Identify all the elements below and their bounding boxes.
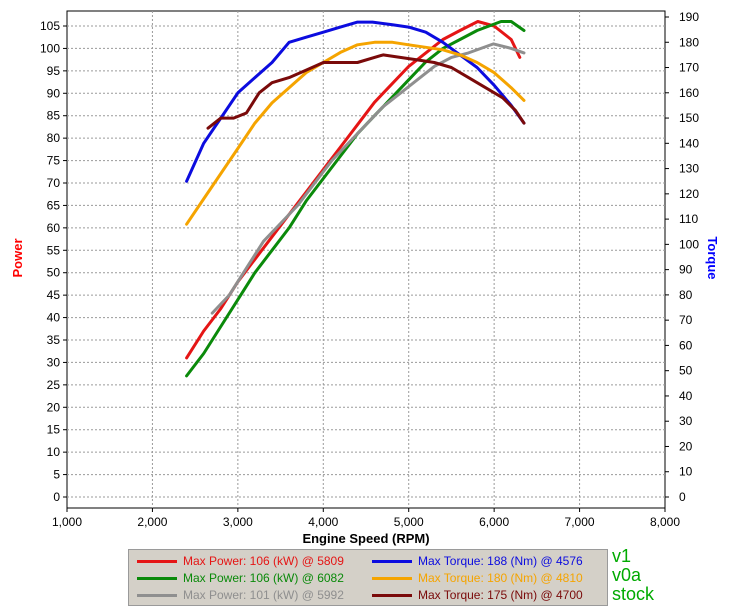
legend-swatch [372, 593, 412, 597]
y-left-tick-label: 20 [47, 400, 61, 414]
y-right-tick-label: 80 [679, 288, 693, 302]
grid-lines [67, 11, 665, 508]
x-tick-label: 8,000 [650, 515, 680, 529]
legend-swatch [372, 559, 412, 563]
legend-swatch [137, 576, 177, 580]
y-right-tick-label: 130 [679, 162, 699, 176]
series-line-5 [206, 53, 526, 130]
series-line-3 [185, 20, 526, 183]
series-lines [185, 20, 526, 378]
x-tick-label: 7,000 [565, 515, 595, 529]
y-right-tick-label: 160 [679, 86, 699, 100]
y-left-tick-label: 30 [47, 355, 61, 369]
y-left-tick-label: 95 [47, 64, 61, 78]
legend-label: Max Power: 101 (kW) @ 5992 [183, 588, 344, 602]
run-label-v0a: v0a [612, 565, 642, 585]
series-line-2 [210, 42, 526, 315]
x-axis-title: Engine Speed (RPM) [302, 531, 429, 546]
x-tick-label: 4,000 [308, 515, 338, 529]
x-tick-label: 1,000 [52, 515, 82, 529]
y-right-tick-label: 100 [679, 237, 699, 251]
y-left-tick-label: 55 [47, 243, 61, 257]
y-left-tick-label: 35 [47, 333, 61, 347]
y-right-tick-label: 150 [679, 111, 699, 125]
x-tick-label: 3,000 [223, 515, 253, 529]
run-label-v1: v1 [612, 546, 632, 566]
y-left-tick-label: 45 [47, 288, 61, 302]
plot-area [66, 10, 666, 509]
y-left-tick-label: 65 [47, 198, 61, 212]
dyno-chart: 1,000 2,000 3,000 4,000 5,000 6,000 7,000 8,000… [10, 10, 720, 546]
y-left-tick-label: 75 [47, 154, 61, 168]
x-tick-label: 2,000 [137, 515, 167, 529]
y-right-tick-label: 10 [679, 465, 693, 479]
run-label-stock: stock [612, 584, 655, 604]
y-axis-left-ticks: 0 5 10 15 20 25 30 35 40 45 50 55 60 65 70 75 80 85 90 95 10… [40, 19, 67, 504]
y-left-tick-label: 10 [47, 445, 61, 459]
y-axis-right-ticks: 0 10 20 30 40 50 60 70 80 90 100 110 120 130 140 150 160… [665, 10, 699, 504]
y-right-tick-label: 0 [679, 490, 686, 504]
y-right-tick-label: 170 [679, 61, 699, 75]
legend-item-power-stock: Max Power: 101 (kW) @ 5992 [137, 586, 344, 604]
y-right-tick-label: 50 [679, 364, 693, 378]
legend-label: Max Power: 106 (kW) @ 6082 [183, 571, 344, 585]
y-right-tick-label: 190 [679, 10, 699, 24]
y-left-tick-label: 105 [40, 19, 60, 33]
legend-swatch [137, 559, 177, 563]
y-left-tick-label: 100 [40, 41, 60, 55]
y-left-tick-label: 50 [47, 266, 61, 280]
y-left-tick-label: 70 [47, 176, 61, 190]
legend-label: Max Power: 106 (kW) @ 5809 [183, 554, 344, 568]
y-left-tick-label: 85 [47, 109, 61, 123]
y-left-tick-label: 40 [47, 311, 61, 325]
y-right-tick-label: 180 [679, 35, 699, 49]
y-axis-right-title: Torque [705, 236, 720, 279]
y-left-tick-label: 90 [47, 86, 61, 100]
legend-label: Max Torque: 175 (Nm) @ 4700 [418, 588, 583, 602]
y-right-tick-label: 20 [679, 439, 693, 453]
y-axis-left-title: Power [10, 238, 25, 277]
legend-label: Max Torque: 188 (Nm) @ 4576 [418, 554, 583, 568]
legend-swatch [372, 576, 412, 580]
legend-item-torque-v1: Max Torque: 188 (Nm) @ 4576 [372, 552, 583, 570]
y-right-tick-label: 110 [679, 212, 698, 226]
y-right-tick-label: 30 [679, 414, 693, 428]
x-tick-label: 5,000 [394, 515, 424, 529]
legend-item-torque-stock: Max Torque: 175 (Nm) @ 4700 [372, 586, 583, 604]
series-line-4 [185, 40, 526, 226]
legend-swatch [137, 593, 177, 597]
y-right-tick-label: 60 [679, 338, 693, 352]
y-left-tick-label: 80 [47, 131, 61, 145]
y-left-tick-label: 5 [53, 468, 60, 482]
legend-item-torque-v0a: Max Torque: 180 (Nm) @ 4810 [372, 569, 583, 587]
legend-box: Max Power: 106 (kW) @ 5809 Max Torque: 1… [128, 549, 608, 606]
y-left-tick-label: 25 [47, 378, 61, 392]
y-left-tick-label: 15 [47, 423, 61, 437]
y-right-tick-label: 140 [679, 136, 699, 150]
legend-label: Max Torque: 180 (Nm) @ 4810 [418, 571, 583, 585]
y-right-tick-label: 70 [679, 313, 693, 327]
legend-item-power-v0a: Max Power: 106 (kW) @ 6082 [137, 569, 344, 587]
x-axis-ticks: 1,000 2,000 3,000 4,000 5,000 6,000 7,000 8,000 [52, 508, 680, 529]
y-right-tick-label: 40 [679, 389, 693, 403]
legend-item-power-v1: Max Power: 106 (kW) @ 5809 [137, 552, 344, 570]
y-right-tick-label: 90 [679, 263, 693, 277]
y-left-tick-label: 60 [47, 221, 61, 235]
y-right-tick-label: 120 [679, 187, 699, 201]
y-left-tick-label: 0 [53, 490, 60, 504]
x-tick-label: 6,000 [479, 515, 509, 529]
